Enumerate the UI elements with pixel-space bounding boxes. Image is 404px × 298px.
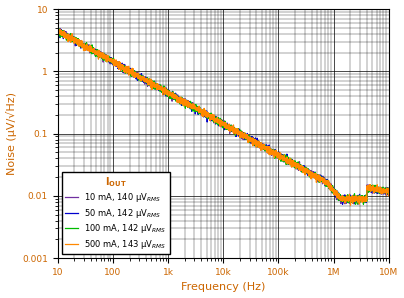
Line: 50 mA, 142 μV$_{RMS}$: 50 mA, 142 μV$_{RMS}$ [58, 29, 389, 204]
500 mA, 143 μV$_{RMS}$ [197, 104, 202, 108]
50 mA, 142 μV$_{RMS}$ [93, 50, 98, 54]
50 mA, 142 μV$_{RMS}$ [55, 27, 60, 31]
10 mA, 140 μV$_{RMS}$ [345, 196, 349, 199]
Line: 500 mA, 143 μV$_{RMS}$: 500 mA, 143 μV$_{RMS}$ [58, 27, 389, 205]
10 mA, 140 μV$_{RMS}$ [343, 202, 347, 206]
50 mA, 142 μV$_{RMS}$ [182, 100, 187, 103]
50 mA, 142 μV$_{RMS}$ [197, 108, 202, 112]
100 mA, 142 μV$_{RMS}$ [197, 108, 202, 112]
100 mA, 142 μV$_{RMS}$ [55, 27, 60, 30]
10 mA, 140 μV$_{RMS}$ [58, 27, 63, 30]
500 mA, 143 μV$_{RMS}$ [380, 188, 385, 192]
10 mA, 140 μV$_{RMS}$ [113, 61, 118, 64]
100 mA, 142 μV$_{RMS}$ [55, 31, 60, 35]
500 mA, 143 μV$_{RMS}$ [386, 191, 391, 195]
Legend: 10 mA, 140 μV$_{RMS}$, 50 mA, 142 μV$_{RMS}$, 100 mA, 142 μV$_{RMS}$, 500 mA, 14: 10 mA, 140 μV$_{RMS}$, 50 mA, 142 μV$_{R… [62, 172, 170, 254]
500 mA, 143 μV$_{RMS}$ [93, 50, 98, 53]
500 mA, 143 μV$_{RMS}$ [56, 26, 61, 29]
X-axis label: Frequency (Hz): Frequency (Hz) [181, 283, 265, 292]
100 mA, 142 μV$_{RMS}$ [113, 60, 118, 63]
500 mA, 143 μV$_{RMS}$ [344, 197, 349, 200]
10 mA, 140 μV$_{RMS}$ [93, 49, 98, 53]
100 mA, 142 μV$_{RMS}$ [182, 100, 187, 103]
50 mA, 142 μV$_{RMS}$ [344, 195, 349, 199]
Line: 10 mA, 140 μV$_{RMS}$: 10 mA, 140 μV$_{RMS}$ [58, 29, 389, 204]
500 mA, 143 μV$_{RMS}$ [182, 97, 187, 101]
500 mA, 143 μV$_{RMS}$ [113, 60, 118, 63]
50 mA, 142 μV$_{RMS}$ [386, 188, 391, 192]
Line: 100 mA, 142 μV$_{RMS}$: 100 mA, 142 μV$_{RMS}$ [58, 28, 389, 204]
50 mA, 142 μV$_{RMS}$ [380, 187, 385, 191]
100 mA, 142 μV$_{RMS}$ [93, 51, 98, 55]
50 mA, 142 μV$_{RMS}$ [340, 203, 345, 206]
100 mA, 142 μV$_{RMS}$ [380, 186, 385, 190]
10 mA, 140 μV$_{RMS}$ [386, 187, 391, 191]
100 mA, 142 μV$_{RMS}$ [344, 200, 349, 203]
10 mA, 140 μV$_{RMS}$ [380, 189, 385, 193]
10 mA, 140 μV$_{RMS}$ [197, 111, 202, 115]
500 mA, 143 μV$_{RMS}$ [348, 204, 353, 207]
500 mA, 143 μV$_{RMS}$ [55, 30, 60, 33]
100 mA, 142 μV$_{RMS}$ [361, 202, 366, 206]
100 mA, 142 μV$_{RMS}$ [386, 188, 391, 192]
50 mA, 142 μV$_{RMS}$ [113, 61, 118, 64]
10 mA, 140 μV$_{RMS}$ [182, 101, 187, 105]
10 mA, 140 μV$_{RMS}$ [55, 27, 60, 30]
Y-axis label: Noise (μV/√Hz): Noise (μV/√Hz) [6, 92, 17, 175]
